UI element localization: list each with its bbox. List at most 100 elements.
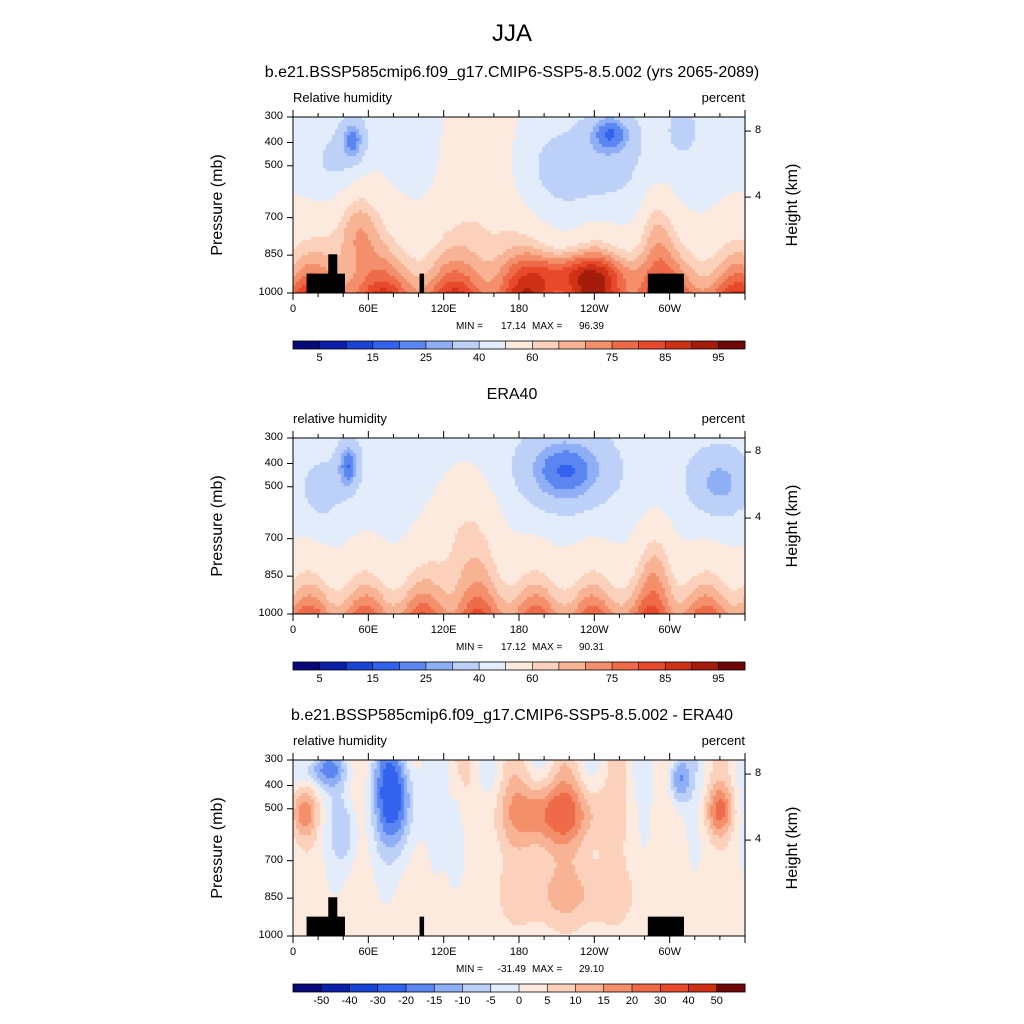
colorbar-swatch [505, 341, 533, 349]
colorbar-swatch [399, 341, 427, 349]
colorbar-swatch [425, 341, 453, 349]
colorbar-swatch [321, 984, 350, 992]
panel-title: ERA40 [486, 386, 538, 403]
panel-2 [287, 431, 751, 671]
x-tick-label: 0 [289, 303, 297, 315]
y-axis-label: Pressure (mb) [209, 154, 226, 256]
colorbar-swatch [612, 341, 640, 349]
right-label: percent [701, 90, 745, 105]
x-tick-label: 60E [358, 946, 379, 958]
topography-mask [306, 897, 684, 936]
colorbar-label: 60 [526, 673, 539, 685]
colorbar-swatch [293, 662, 320, 670]
colorbar-swatch [406, 984, 435, 992]
right-label: percent [701, 411, 745, 426]
colorbar-label: 85 [659, 673, 672, 685]
x-tick-label: 120W [579, 946, 609, 958]
y-tick-label: 700 [264, 853, 283, 866]
colorbar-swatch [479, 341, 507, 349]
y-tick-label: 300 [264, 431, 283, 443]
y-tick-label: 850 [264, 248, 283, 261]
y2-axis-label: Height (km) [784, 806, 801, 890]
y-tick-label: 850 [264, 891, 283, 904]
max-label: MAX = [532, 964, 563, 975]
min-label: MIN = [456, 642, 483, 653]
y-tick-label: 700 [264, 531, 283, 544]
min-label: MIN = [456, 964, 483, 975]
y-tick-label: 400 [264, 135, 283, 148]
right-label: percent [701, 733, 745, 748]
colorbar-label: 15 [366, 352, 379, 364]
colorbar-swatch [372, 341, 400, 349]
colorbar-label: 25 [419, 352, 433, 364]
y-tick-label: 400 [264, 778, 283, 791]
min-value: 17.12 [500, 642, 526, 653]
contour-fill [293, 117, 745, 293]
colorbar-swatch [532, 341, 560, 349]
colorbar-swatch [452, 662, 480, 670]
colorbar-label: 20 [625, 995, 639, 1007]
colorbar-swatch [532, 662, 560, 670]
colorbar-swatch [585, 662, 613, 670]
colorbar-swatch [452, 341, 480, 349]
colorbar-swatch [638, 662, 666, 670]
colorbar-swatch [490, 984, 520, 992]
x-tick-label: 120E [430, 624, 457, 636]
colorbar-swatch [603, 984, 633, 992]
colorbar-swatch [660, 984, 689, 992]
y2-tick-label: 8 [755, 445, 762, 458]
x-tick-label: 60E [358, 303, 379, 315]
panel-3 [287, 753, 751, 993]
colorbar [292, 661, 746, 671]
colorbar-swatch [434, 984, 463, 992]
x-tick-label: 180 [509, 303, 529, 315]
colorbar-label: 5 [316, 673, 323, 685]
x-tick-label: 120E [430, 303, 457, 315]
y-tick-label: 1000 [258, 607, 283, 619]
min-value: 17.14 [500, 321, 526, 332]
colorbar-swatch [377, 984, 407, 992]
y2-tick-label: 8 [755, 767, 762, 780]
colorbar [292, 983, 746, 993]
colorbar-swatch [372, 662, 400, 670]
y-tick-label: 400 [264, 456, 283, 469]
colorbar-label: -40 [341, 995, 358, 1007]
colorbar-swatch [665, 662, 693, 670]
colorbar-label: 40 [472, 352, 486, 364]
colorbar-swatch [638, 341, 666, 349]
colorbar-swatch [519, 984, 548, 992]
colorbar-swatch [547, 984, 576, 992]
colorbar-swatch [293, 984, 322, 992]
colorbar-label: 95 [712, 673, 725, 685]
x-tick-label: 120W [579, 303, 609, 315]
colorbar-swatch [691, 662, 719, 670]
max-label: MAX = [532, 642, 563, 653]
max-value: 29.10 [578, 964, 604, 975]
left-label: Relative humidity [293, 90, 392, 105]
y-tick-label: 500 [264, 801, 283, 814]
colorbar-swatch [349, 984, 379, 992]
y-tick-label: 500 [264, 479, 283, 492]
colorbar [292, 340, 746, 350]
y2-tick-label: 4 [755, 511, 762, 524]
colorbar-swatch [558, 341, 586, 349]
left-label: relative humidity [293, 733, 387, 748]
panel-title: b.e21.BSSP585cmip6.f09_g17.CMIP6-SSP5-8.… [264, 64, 760, 81]
x-tick-label: 120E [430, 946, 457, 958]
colorbar-label: 75 [605, 673, 619, 685]
y-tick-label: 500 [264, 158, 283, 171]
colorbar-label: 25 [419, 673, 433, 685]
y2-axis-label: Height (km) [784, 484, 801, 568]
colorbar-swatch [716, 984, 746, 992]
x-tick-label: 180 [509, 624, 529, 636]
colorbar-label: -20 [398, 995, 414, 1007]
colorbar-swatch [479, 662, 507, 670]
y-tick-label: 1000 [258, 286, 283, 298]
colorbar-swatch [293, 341, 320, 349]
colorbar-label: 5 [544, 995, 551, 1007]
colorbar-label: -10 [454, 995, 471, 1007]
contour-fill [293, 438, 745, 614]
colorbar-swatch [575, 984, 605, 992]
